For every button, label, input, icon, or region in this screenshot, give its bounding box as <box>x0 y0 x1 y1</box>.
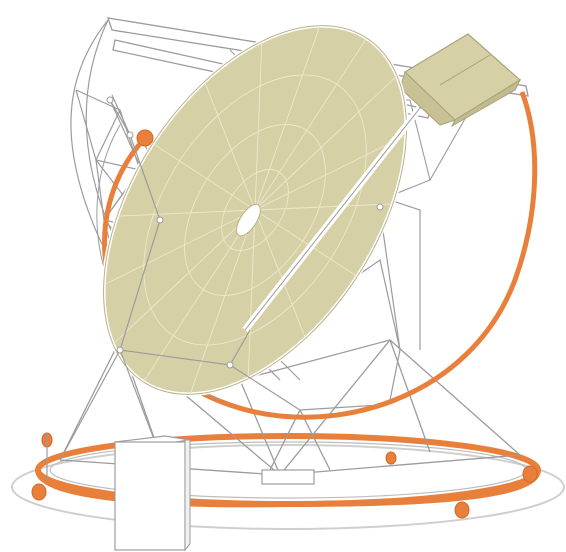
wheel-front <box>454 501 470 519</box>
receiver-cabin <box>399 33 522 128</box>
reflector-dish <box>101 23 409 397</box>
pivot-bearing <box>136 129 154 147</box>
dish-center-hole <box>236 203 261 237</box>
ground-ring <box>11 444 565 530</box>
wheel-right <box>522 465 538 483</box>
wheel-back <box>385 451 397 465</box>
dish-front-strut <box>242 105 423 333</box>
azimuth-track-front <box>35 469 541 508</box>
pedestal <box>261 469 315 485</box>
frame-nodes <box>106 96 384 369</box>
wheel-left <box>31 483 47 501</box>
control-hut <box>114 435 191 552</box>
